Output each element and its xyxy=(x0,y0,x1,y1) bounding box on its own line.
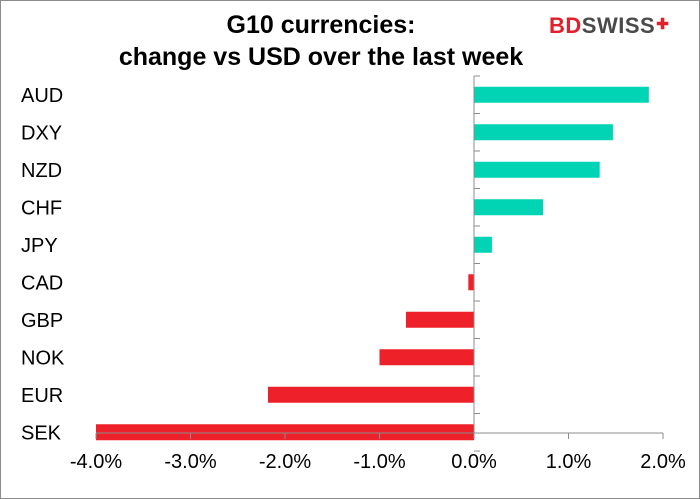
swiss-cross-icon: ✚ xyxy=(656,16,670,33)
bar-nok xyxy=(379,349,474,366)
x-tick-label: -1.0% xyxy=(353,451,405,473)
x-tick-label: -2.0% xyxy=(259,451,311,473)
x-tick-label: 2.0% xyxy=(640,451,686,473)
bar-eur xyxy=(267,386,474,403)
x-axis: -4.0% -3.0% -2.0% -1.0% 0.0% 1.0% 2.0% xyxy=(70,432,686,473)
bar-jpy xyxy=(474,236,492,253)
x-tick-label: 1.0% xyxy=(546,451,592,473)
category-label-chf: CHF xyxy=(21,197,62,219)
bar-aud xyxy=(474,86,649,103)
zero-axis xyxy=(473,75,480,452)
chart-title-line-1: G10 currencies: xyxy=(226,11,416,39)
bars xyxy=(96,86,649,441)
category-label-nok: NOK xyxy=(21,347,65,369)
bar-gbp xyxy=(405,311,474,328)
x-tick-label: -4.0% xyxy=(70,451,122,473)
category-label-cad: CAD xyxy=(21,272,63,294)
category-label-eur: EUR xyxy=(21,385,63,407)
category-label-gbp: GBP xyxy=(21,310,63,332)
bar-nzd xyxy=(474,161,600,178)
chart-title: G10 currencies: change vs USD over the l… xyxy=(61,9,581,73)
logo-swiss-text: SWISS xyxy=(581,13,656,38)
chart-title-line-2: change vs USD over the last week xyxy=(118,43,524,71)
bar-cad xyxy=(468,274,474,291)
bar-dxy xyxy=(474,124,613,141)
x-tick-label: -3.0% xyxy=(164,451,216,473)
logo-bd-text: BD xyxy=(549,13,582,38)
category-label-jpy: JPY xyxy=(21,235,58,257)
bdswiss-logo: BDSWISS✚ xyxy=(549,13,669,39)
category-label-sek: SEK xyxy=(21,422,62,444)
bar-chf xyxy=(474,199,543,216)
category-label-dxy: DXY xyxy=(21,122,62,144)
category-labels: AUD DXY NZD CHF JPY CAD GBP NOK EUR SEK xyxy=(21,85,65,445)
category-label-nzd: NZD xyxy=(21,160,62,182)
category-label-aud: AUD xyxy=(21,85,63,107)
x-tick-label: 0.0% xyxy=(451,451,497,473)
